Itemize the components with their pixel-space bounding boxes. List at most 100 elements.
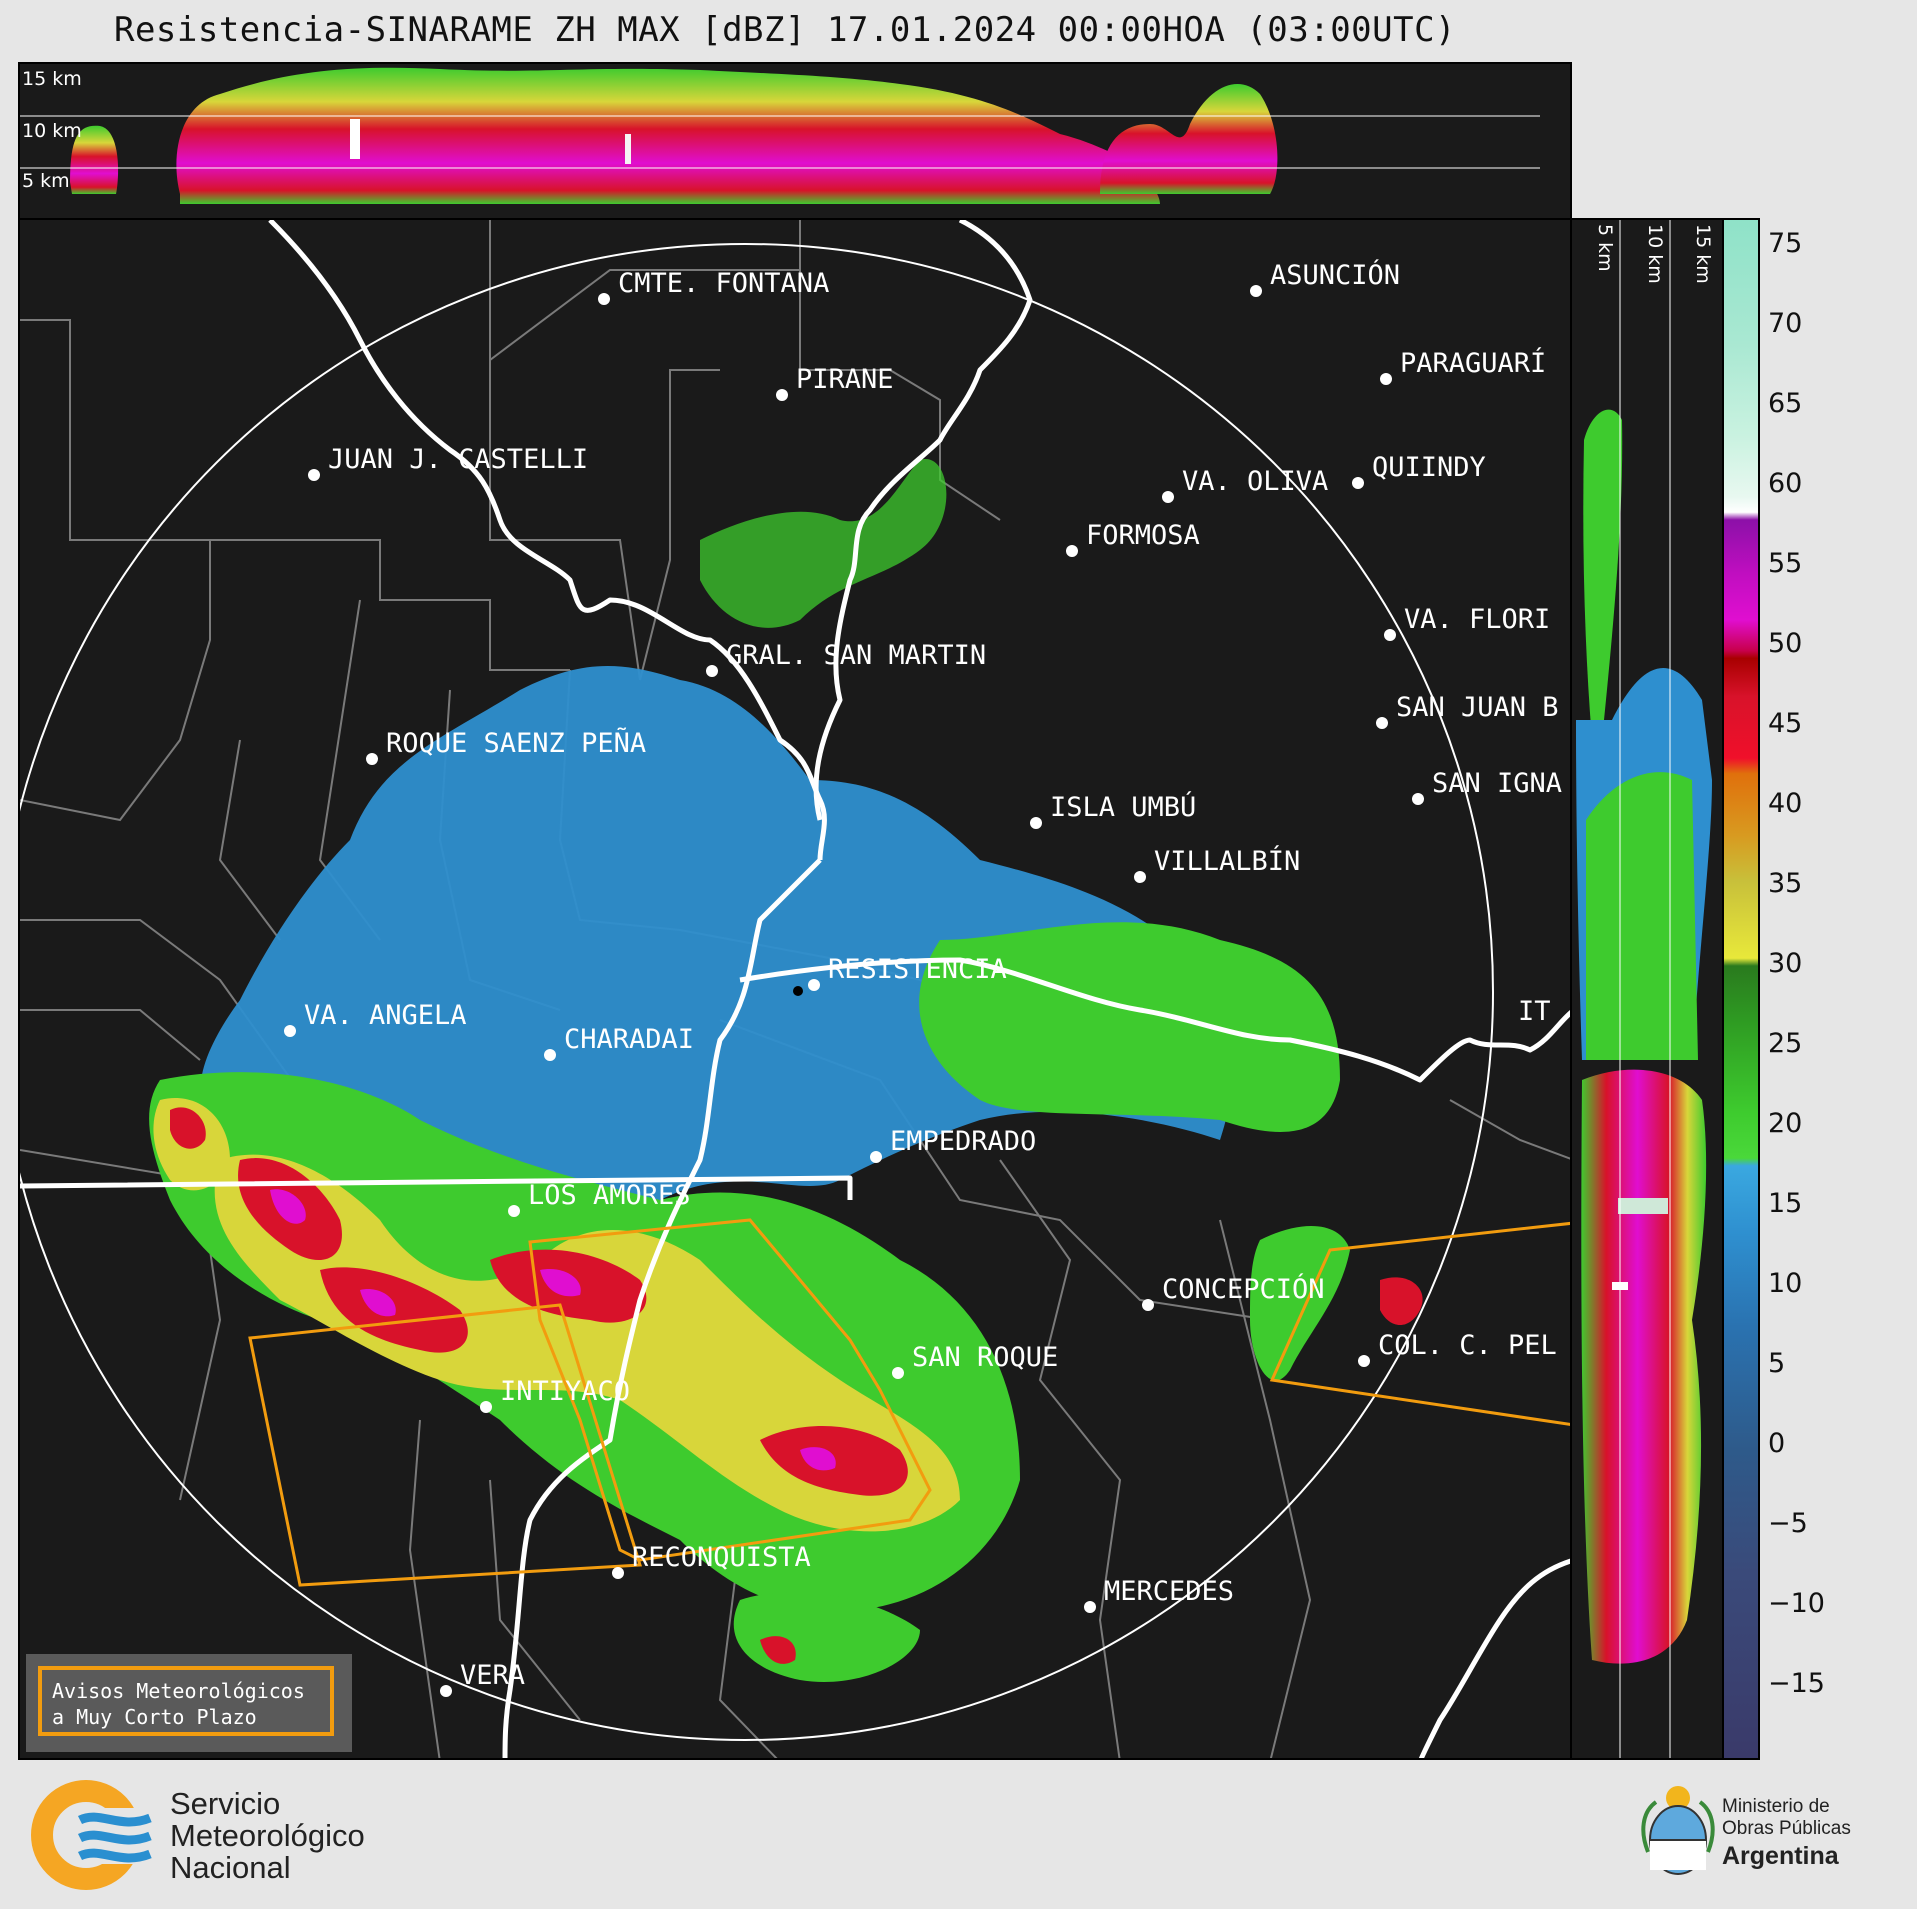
side-height-label-5: 5 km: [1594, 224, 1616, 272]
colorbar-tick-20: 20: [1768, 1108, 1803, 1139]
city-label: ROQUE SAENZ PEÑA: [386, 728, 647, 759]
warning-polygon-3: [1269, 1221, 1570, 1426]
warning-link-box[interactable]: Avisos Meteorológicos a Muy Corto Plazo: [26, 1654, 352, 1752]
top-profile-echo-main: [176, 67, 1161, 204]
city-label: SAN IGNA: [1432, 768, 1563, 799]
colorbar-ticks: 75 70 65 60 55 50 45 40 35 30 25 20 15 1…: [1760, 218, 1850, 1760]
city-label: INTIYACO: [500, 1376, 631, 1407]
city-label: SAN JUAN B: [1396, 692, 1559, 723]
side-profile-echo-top: [1583, 409, 1623, 740]
colorbar-tick-40: 40: [1768, 788, 1803, 819]
top-vertical-profile: 15 km 10 km 5 km: [18, 62, 1572, 220]
colorbar-tick-25: 25: [1768, 1028, 1803, 1059]
city-va-angela: VA. ANGELA: [284, 1000, 467, 1037]
city-intiyaco: INTIYACO: [480, 1376, 631, 1413]
city-label: IT: [1518, 996, 1551, 1027]
city-formosa: FORMOSA: [1066, 520, 1200, 557]
side-profile-svg: [1576, 220, 1712, 1758]
map-title: Resistencia-SINARAME ZH MAX [dBZ] 17.01.…: [113, 10, 1457, 50]
smn-logo-line1: Servicio: [170, 1786, 281, 1821]
side-profile-echo-mid-green: [1586, 772, 1698, 1060]
city-it: IT: [1518, 996, 1551, 1027]
echo-magenta-1: [270, 1189, 306, 1224]
colorbar-tick-50: 50: [1768, 628, 1803, 659]
radar-site-marker: [793, 986, 803, 996]
echo-red-5: [1380, 1277, 1423, 1325]
city-mercedes: MERCEDES: [1084, 1576, 1235, 1613]
city-label: MERCEDES: [1104, 1576, 1235, 1607]
city-pirane: PIRANE: [776, 364, 894, 401]
echo-magenta-2: [360, 1289, 396, 1317]
ministry-logo-line1: Ministerio de: [1722, 1796, 1830, 1817]
international-borders: [20, 220, 1570, 1758]
colorbar-tick-0: 0: [1768, 1428, 1786, 1459]
ministry-logo-line2: Obras Públicas: [1722, 1818, 1851, 1839]
colorbar: [1722, 218, 1760, 1760]
city-paraguari: PARAGUARÍ: [1380, 348, 1546, 385]
coat-of-arms-icon: [1641, 1786, 1715, 1875]
city-san-roque: SAN ROQUE: [892, 1342, 1059, 1379]
city-resistencia: RESISTENCIA: [808, 954, 1007, 991]
colorbar-tick-45: 45: [1768, 708, 1803, 739]
city-gral-san-martin: GRAL. SAN MARTIN: [706, 640, 987, 677]
top-profile-echo-left: [70, 125, 119, 194]
echo-red-6: [170, 1107, 206, 1149]
city-label: RECONQUISTA: [632, 1542, 811, 1573]
top-profile-svg: [20, 67, 1540, 204]
radar-echoes: [149, 459, 1423, 1682]
city-label: GRAL. SAN MARTIN: [726, 640, 987, 671]
smn-logo[interactable]: Servicio Meteorológico Nacional: [30, 1778, 430, 1892]
warning-polygon-2: [248, 1303, 642, 1587]
ministry-logo-line3: Argentina: [1722, 1842, 1839, 1870]
top-profile-echo-right: [1100, 84, 1278, 194]
warning-link-line2: a Muy Corto Plazo: [52, 1705, 257, 1729]
side-profile-echo-core: [1581, 1069, 1707, 1664]
city-reconquista: RECONQUISTA: [612, 1542, 811, 1579]
smn-logo-line3: Nacional: [170, 1850, 291, 1885]
top-height-label-10: 10 km: [22, 120, 82, 142]
radar-map: CMTE. FONTANA ASUNCIÓN PARAGUARÍ PIRANE …: [18, 218, 1572, 1760]
city-label: JUAN J. CASTELLI: [328, 444, 589, 475]
city-charadai: CHARADAI: [544, 1024, 694, 1061]
colorbar-tick-minus10: −10: [1768, 1588, 1825, 1619]
city-los-amores: LOS AMORES: [508, 1180, 691, 1217]
city-col-c-pel: COL. C. PEL: [1358, 1330, 1557, 1367]
colorbar-tick-55: 55: [1768, 548, 1803, 579]
warning-polygon-1: [528, 1218, 932, 1562]
colorbar-tick-30: 30: [1768, 948, 1803, 979]
warning-link-inner[interactable]: Avisos Meteorológicos a Muy Corto Plazo: [38, 1666, 334, 1736]
smn-logo-line2: Meteorológico: [170, 1818, 365, 1853]
top-height-label-5: 5 km: [22, 170, 70, 192]
city-asuncion: ASUNCIÓN: [1250, 260, 1401, 297]
colorbar-tick-35: 35: [1768, 868, 1803, 899]
city-label: RESISTENCIA: [828, 954, 1007, 985]
side-height-label-10: 10 km: [1644, 224, 1666, 284]
city-empedrado: EMPEDRADO: [870, 1126, 1036, 1163]
colorbar-tick-65: 65: [1768, 388, 1803, 419]
echo-magenta-4: [800, 1447, 836, 1471]
echo-red-7: [760, 1636, 796, 1664]
colorbar-tick-70: 70: [1768, 308, 1803, 339]
city-label: LOS AMORES: [528, 1180, 691, 1211]
city-concepcion: CONCEPCIÓN: [1142, 1274, 1325, 1311]
city-label: VA. ANGELA: [304, 1000, 467, 1031]
city-label: SAN ROQUE: [912, 1342, 1059, 1373]
range-ring: [20, 243, 1494, 1741]
city-label: ASUNCIÓN: [1270, 260, 1401, 291]
warning-link-line1: Avisos Meteorológicos: [52, 1679, 305, 1703]
radar-map-svg: [20, 220, 1570, 1758]
colorbar-tick-minus15: −15: [1768, 1668, 1825, 1699]
echo-green-formosa: [700, 459, 947, 628]
ministry-logo[interactable]: Ministerio de Obras Públicas Argentina: [1640, 1782, 1910, 1892]
city-va-flori: VA. FLORI: [1384, 604, 1550, 641]
city-label: VA. OLIVA: [1182, 466, 1329, 497]
city-label: VERA: [460, 1660, 526, 1691]
city-label: ISLA UMBÚ: [1050, 792, 1197, 823]
warning-polygons: [248, 1218, 1570, 1587]
city-isla-umbu: ISLA UMBÚ: [1030, 792, 1197, 829]
city-villalbin: VILLALBÍN: [1134, 846, 1301, 883]
city-label: VILLALBÍN: [1154, 846, 1301, 877]
city-label: FORMOSA: [1086, 520, 1200, 551]
colorbar-tick-75: 75: [1768, 228, 1803, 259]
city-label: CONCEPCIÓN: [1162, 1274, 1325, 1305]
